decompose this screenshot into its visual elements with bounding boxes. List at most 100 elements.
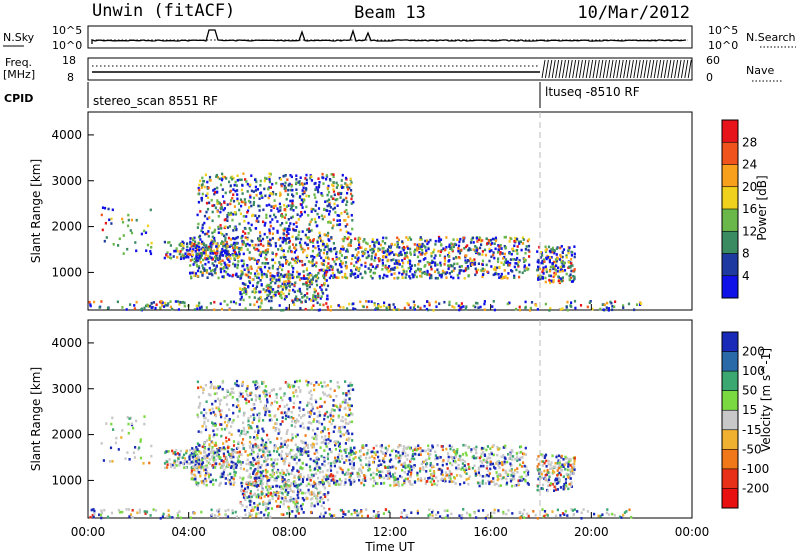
echo-cell xyxy=(195,481,198,484)
echo-cell xyxy=(267,262,270,265)
echo-cell xyxy=(391,465,394,469)
echo-cell xyxy=(309,479,312,482)
echo-cell xyxy=(503,245,506,248)
y-tick-label: 1000 xyxy=(51,265,82,279)
echo-cell xyxy=(474,469,477,473)
echo-cell xyxy=(299,409,302,413)
echo-cell xyxy=(317,207,321,210)
echo-cell xyxy=(210,198,213,202)
colorbar-swatch xyxy=(722,253,738,277)
echo-cell xyxy=(341,237,344,241)
echo-cell xyxy=(246,211,249,214)
echo-cell xyxy=(504,471,507,475)
echo-cell xyxy=(409,260,412,263)
echo-cell xyxy=(401,469,404,472)
echo-cell xyxy=(487,479,490,483)
echo-cell xyxy=(370,450,373,454)
echo-cell xyxy=(280,474,283,478)
echo-cell xyxy=(403,306,406,310)
echo-cell xyxy=(89,303,92,306)
echo-cell xyxy=(345,265,348,268)
echo-cell xyxy=(293,251,296,254)
echo-cell xyxy=(331,257,334,261)
echo-cell xyxy=(286,282,289,285)
echo-cell xyxy=(204,416,207,420)
echo-cell xyxy=(537,258,540,262)
echo-cell xyxy=(209,380,212,384)
echo-cell xyxy=(565,256,568,259)
echo-cell xyxy=(238,407,241,411)
echo-cell xyxy=(318,500,322,503)
echo-cell xyxy=(305,173,308,177)
echo-cell xyxy=(300,211,303,214)
echo-cell xyxy=(314,246,317,250)
echo-cell xyxy=(198,245,201,249)
echo-cell xyxy=(293,482,296,486)
echo-cell xyxy=(290,204,293,207)
echo-cell xyxy=(301,414,305,417)
echo-cell xyxy=(373,451,376,454)
echo-cell xyxy=(379,305,383,309)
echo-cell xyxy=(204,232,207,236)
echo-cell xyxy=(568,265,571,269)
echo-cell xyxy=(223,475,226,479)
echo-cell xyxy=(299,447,302,450)
echo-cell xyxy=(240,429,243,433)
echo-cell xyxy=(257,429,260,432)
echo-cell xyxy=(198,188,201,192)
echo-cell xyxy=(306,478,309,481)
echo-cell xyxy=(337,440,340,444)
echo-cell xyxy=(382,304,386,308)
echo-cell xyxy=(219,224,222,227)
echo-cell xyxy=(308,466,312,470)
echo-cell xyxy=(285,485,288,489)
echo-cell xyxy=(266,407,269,411)
echo-cell xyxy=(408,262,412,266)
echo-cell xyxy=(215,254,218,257)
echo-cell xyxy=(285,412,288,415)
echo-cell xyxy=(308,238,312,242)
echo-cell xyxy=(560,260,563,264)
echo-cell xyxy=(275,476,278,480)
echo-cell xyxy=(260,301,263,305)
echo-cell xyxy=(573,255,576,259)
echo-cell xyxy=(216,186,219,190)
echo-cell xyxy=(242,215,245,218)
echo-cell xyxy=(599,307,602,311)
echo-cell xyxy=(408,275,411,278)
echo-cell xyxy=(261,237,265,241)
echo-cell xyxy=(213,433,216,436)
echo-cell xyxy=(268,228,271,231)
echo-cell xyxy=(287,292,291,296)
echo-cell xyxy=(437,271,440,274)
echo-cell xyxy=(413,448,416,451)
echo-cell xyxy=(504,444,507,448)
echo-cell xyxy=(357,236,360,240)
echo-cell xyxy=(287,218,290,221)
echo-cell xyxy=(172,255,175,258)
echo-cell xyxy=(264,405,267,409)
echo-cell xyxy=(236,197,239,201)
echo-cell xyxy=(272,206,275,209)
echo-cell xyxy=(427,308,430,312)
echo-cell xyxy=(361,250,364,254)
echo-cell xyxy=(314,398,317,402)
echo-cell xyxy=(211,445,214,449)
echo-cell xyxy=(293,458,296,461)
echo-cell xyxy=(222,452,225,456)
echo-cell xyxy=(225,424,229,427)
echo-cell xyxy=(300,507,303,511)
echo-cell xyxy=(256,262,259,265)
echo-cell xyxy=(236,275,239,278)
echo-cell xyxy=(260,270,263,274)
echo-cell xyxy=(434,243,437,246)
echo-cell xyxy=(205,483,208,487)
echo-cell xyxy=(127,218,130,222)
echo-cell xyxy=(357,251,360,254)
nave-hatch-line xyxy=(602,59,607,79)
echo-cell xyxy=(278,430,281,434)
echo-cell xyxy=(335,440,338,443)
echo-cell xyxy=(427,240,430,244)
echo-cell xyxy=(371,265,374,268)
echo-cell xyxy=(500,455,503,459)
